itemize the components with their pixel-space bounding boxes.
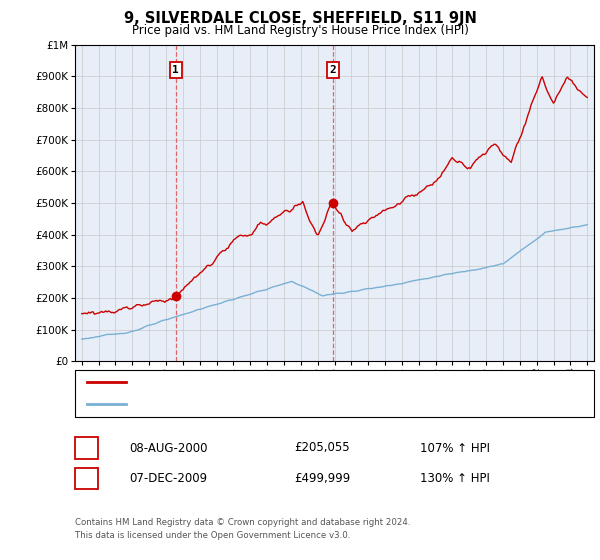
- Text: 1: 1: [83, 441, 90, 455]
- Text: £499,999: £499,999: [294, 472, 350, 486]
- Text: 2: 2: [83, 472, 90, 486]
- Text: 9, SILVERDALE CLOSE, SHEFFIELD, S11 9JN: 9, SILVERDALE CLOSE, SHEFFIELD, S11 9JN: [124, 11, 476, 26]
- Text: 130% ↑ HPI: 130% ↑ HPI: [420, 472, 490, 486]
- Text: 107% ↑ HPI: 107% ↑ HPI: [420, 441, 490, 455]
- Text: Price paid vs. HM Land Registry's House Price Index (HPI): Price paid vs. HM Land Registry's House …: [131, 24, 469, 36]
- Text: 08-AUG-2000: 08-AUG-2000: [129, 441, 208, 455]
- Text: 07-DEC-2009: 07-DEC-2009: [129, 472, 207, 486]
- Text: 9, SILVERDALE CLOSE, SHEFFIELD, S11 9JN (detached house): 9, SILVERDALE CLOSE, SHEFFIELD, S11 9JN …: [133, 377, 432, 388]
- Text: HPI: Average price, detached house, Sheffield: HPI: Average price, detached house, Shef…: [133, 399, 357, 409]
- Text: £205,055: £205,055: [294, 441, 350, 455]
- Text: 2: 2: [330, 65, 337, 75]
- Text: 1: 1: [172, 65, 179, 75]
- Text: Contains HM Land Registry data © Crown copyright and database right 2024.
This d: Contains HM Land Registry data © Crown c…: [75, 518, 410, 539]
